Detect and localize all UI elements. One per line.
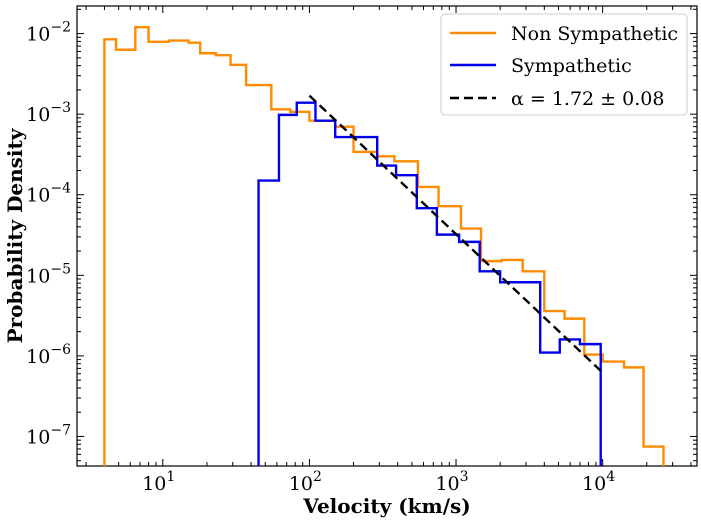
legend: Non Sympathetic Sympathetic α = 1.72 ± 0.0…	[440, 13, 688, 116]
y-tick-label: 10−5	[26, 261, 71, 287]
x-tick-label: 103	[435, 469, 468, 495]
x-axis-label: Velocity (km/s)	[302, 494, 470, 518]
x-tick-labels: 101 102 103 104	[142, 469, 615, 495]
sympathetic-histogram	[257, 101, 602, 466]
legend-label: Non Sympathetic	[511, 23, 678, 45]
y-tick-labels: 10−7 10−6 10−5 10−4 10−3 10−2	[26, 20, 71, 449]
y-tick-label: 10−3	[26, 100, 71, 126]
x-tick-label: 101	[142, 469, 175, 495]
y-tick-label: 10−6	[26, 342, 71, 368]
fit-line	[308, 94, 604, 374]
y-tick-label: 10−7	[26, 422, 71, 448]
legend-label: α = 1.72 ± 0.08	[511, 88, 664, 110]
axis-ticks	[77, 6, 697, 466]
plot-area-frame	[76, 5, 698, 467]
legend-box	[440, 13, 688, 116]
y-axis-label: Probability Density	[3, 127, 27, 343]
legend-label: Sympathetic	[511, 55, 632, 77]
x-tick-label: 102	[289, 469, 322, 495]
x-tick-label: 104	[582, 469, 615, 495]
y-tick-label: 10−2	[26, 20, 71, 46]
series-layer	[103, 26, 665, 466]
y-tick-label: 10−4	[26, 181, 71, 207]
